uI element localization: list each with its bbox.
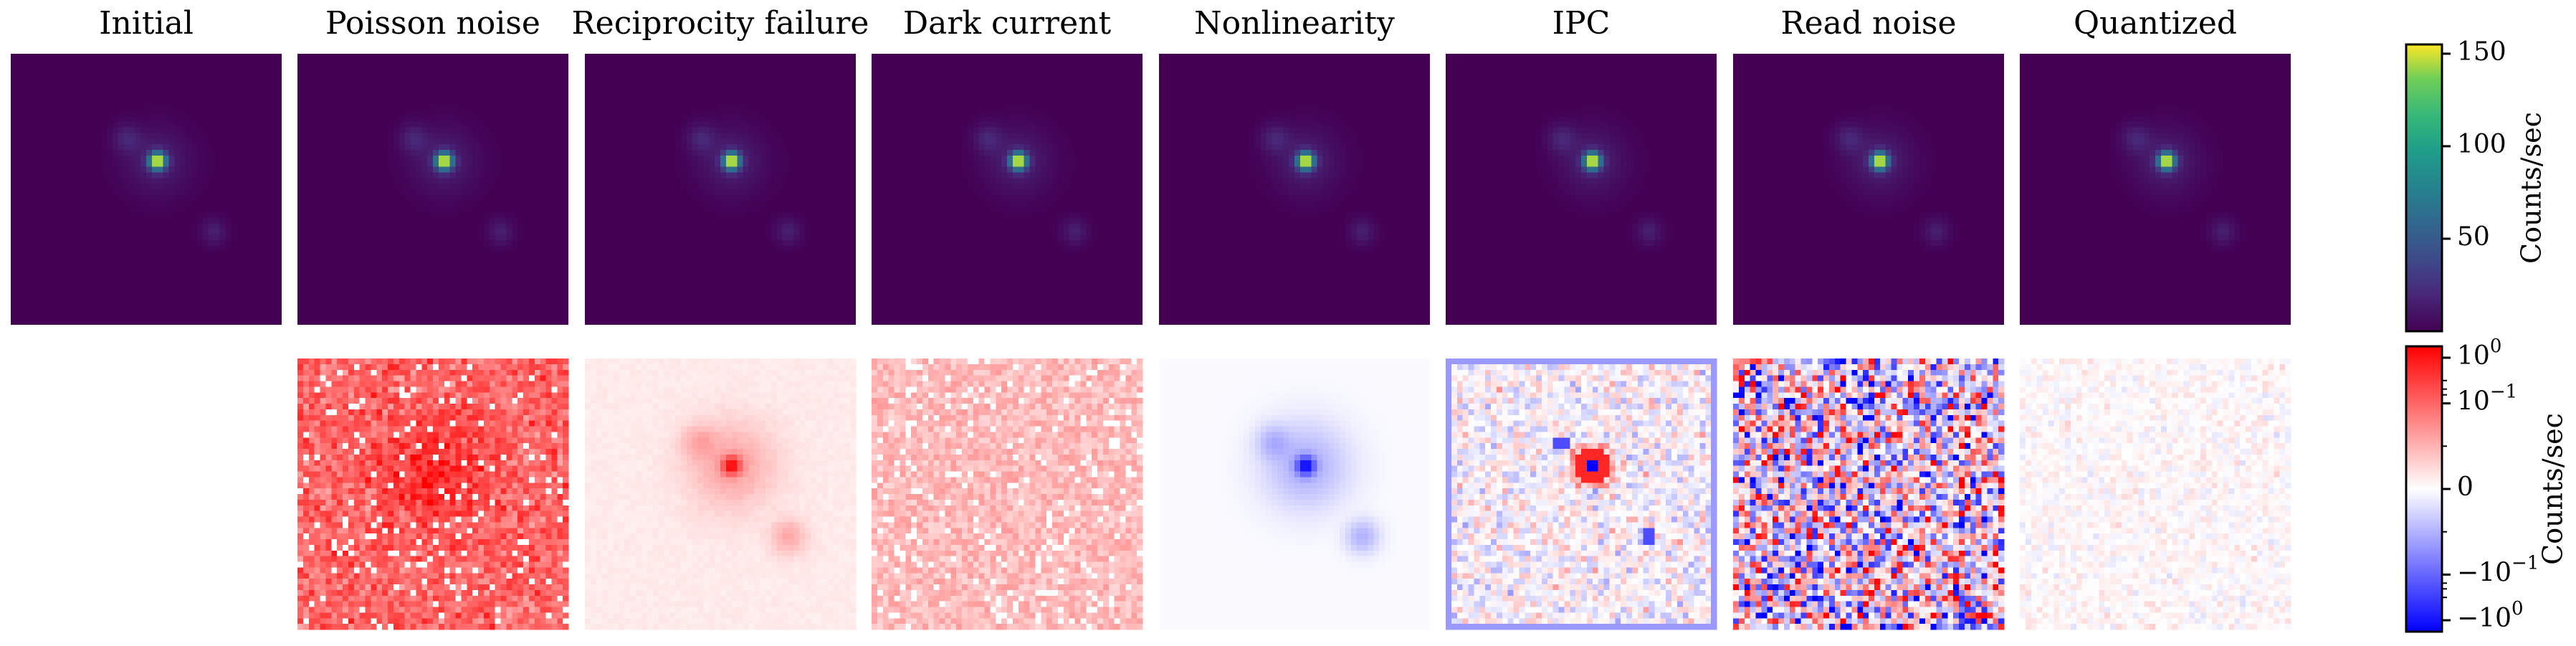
panel-title: Initial	[99, 5, 194, 42]
difference-heatmap	[872, 358, 1143, 630]
top-colorbar-tick-label: 50	[2457, 222, 2490, 252]
bottom-colorbar-ticks: 100 10−1 0 −10−1 −100	[2442, 336, 2539, 633]
bottom-row-heatmaps	[297, 358, 2291, 630]
top-heatmap	[585, 54, 856, 325]
top-colorbar: 50 100 150 Counts/sec	[2405, 37, 2547, 333]
top-heatmap	[1159, 54, 1430, 325]
bottom-colorbar-tick-label: 10−1	[2457, 381, 2517, 417]
panel-title: Quantized	[2074, 5, 2237, 42]
panel-title: Reciprocity failure	[572, 5, 869, 42]
difference-heatmap	[1159, 358, 1431, 630]
panel-title: Dark current	[903, 5, 1112, 42]
top-heatmap	[872, 54, 1142, 325]
top-heatmap	[1733, 54, 2004, 325]
difference-heatmap	[297, 358, 569, 630]
top-colorbar-tick-label: 100	[2457, 130, 2506, 159]
bottom-colorbar-tick-label: 100	[2457, 336, 2501, 371]
panel-title: Nonlinearity	[1194, 5, 1395, 42]
bottom-colorbar-tick-label: −10−1	[2457, 552, 2539, 587]
top-colorbar-tick-label: 150	[2457, 37, 2506, 67]
top-heatmap	[1446, 54, 1717, 325]
difference-heatmap	[585, 358, 857, 630]
top-colorbar-gradient	[2405, 43, 2443, 333]
bottom-colorbar-gradient	[2405, 345, 2443, 633]
bottom-colorbar-tick-label: 0	[2457, 472, 2474, 502]
top-heatmap	[11, 54, 282, 325]
panel-title: IPC	[1552, 5, 1611, 42]
top-colorbar-label: Counts/sec	[2516, 112, 2547, 264]
difference-heatmap	[2020, 358, 2291, 630]
top-row-heatmaps	[11, 54, 2291, 325]
bottom-colorbar: 100 10−1 0 −10−1 −100 Counts/sec	[2405, 336, 2569, 633]
panel-titles: Initial Poisson noise Reciprocity failure D…	[99, 5, 2237, 42]
top-heatmap	[2020, 54, 2291, 325]
panel-title: Read noise	[1780, 5, 1956, 42]
difference-heatmap	[1733, 358, 2005, 630]
top-colorbar-ticks: 50 100 150	[2442, 37, 2506, 252]
top-heatmap	[297, 54, 568, 325]
difference-heatmap	[1446, 358, 1717, 630]
panel-title: Poisson noise	[325, 5, 540, 42]
bottom-colorbar-label: Counts/sec	[2537, 413, 2569, 565]
bottom-colorbar-tick-label: −100	[2457, 598, 2524, 633]
